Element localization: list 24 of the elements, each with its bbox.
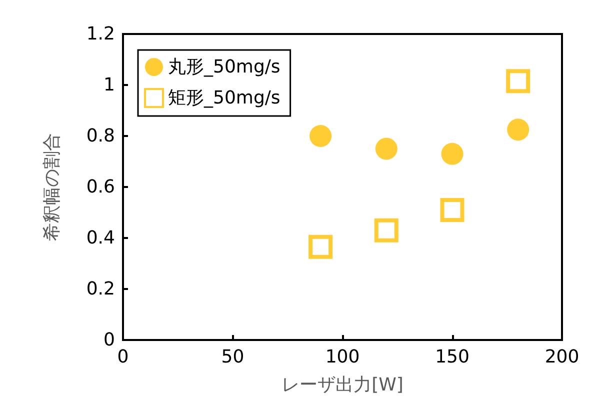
x-axis-title: レーザ出力[W]: [282, 374, 404, 396]
x-tick-label: 150: [435, 346, 470, 368]
y-tick-label: 0: [104, 330, 115, 350]
point: [375, 138, 398, 160]
y-tick-label: 1: [104, 74, 115, 96]
y-tick-label: 0.4: [86, 228, 115, 248]
x-tick-label: 50: [221, 346, 244, 368]
y-axis-title: 希釈幅の割合: [42, 133, 62, 241]
point: [507, 118, 530, 141]
x-tick-label: 200: [544, 346, 580, 368]
point: [308, 234, 333, 259]
y-tick-label: 1.2: [86, 24, 115, 44]
point: [374, 218, 398, 242]
point: [506, 69, 530, 94]
y-tick-label: 0.8: [86, 126, 115, 146]
point: [441, 142, 464, 165]
point: [440, 198, 464, 222]
x-tick-label: 0: [117, 346, 129, 368]
legend-label: 矩形_50mg/s: [168, 88, 280, 108]
y-tick-label: 0.2: [86, 278, 115, 300]
point: [310, 125, 332, 147]
x-tick-label: 100: [325, 346, 360, 368]
y-tick-label: 0.6: [86, 176, 115, 198]
legend-label: 丸形_50mg/s: [168, 56, 280, 78]
